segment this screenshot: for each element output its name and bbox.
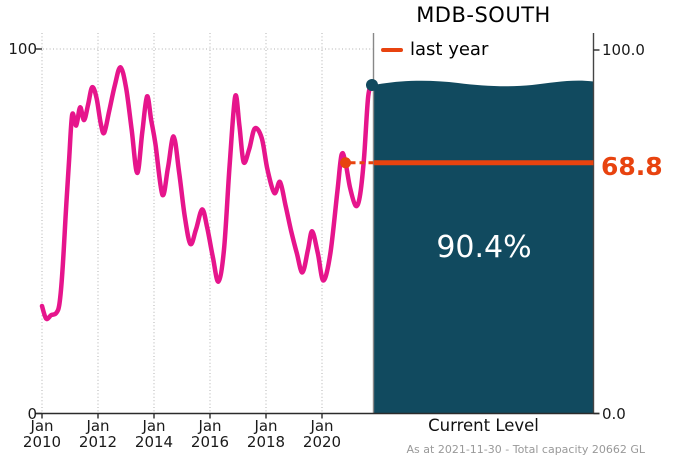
left-axis-tick-label: 100 xyxy=(8,40,37,58)
x-axis-tick-label: Jan 2012 xyxy=(78,417,118,451)
current-percent-label: 90.4% xyxy=(436,230,532,265)
chart-title: MDB-SOUTH xyxy=(416,3,551,27)
footnote: As at 2021-11-30 - Total capacity 20662 … xyxy=(406,443,645,456)
left-axis-tick-label: 0 xyxy=(27,404,37,423)
right-axis-tick-label: 100.0 xyxy=(602,41,645,59)
legend-label: last year xyxy=(410,39,489,60)
history-line xyxy=(39,64,375,322)
x-axis-tick-label: Jan 2016 xyxy=(190,417,230,451)
current-level-caption: Current Level xyxy=(428,416,539,435)
last-year-value-label: 68.8 xyxy=(601,151,663,181)
last-year-point-dot xyxy=(340,157,352,169)
right-axis-tick-label: 0.0 xyxy=(602,404,626,423)
x-axis-tick-label: Jan 2014 xyxy=(134,417,174,451)
x-axis-tick-label: Jan 2020 xyxy=(302,417,342,451)
x-axis-tick-label: Jan 2010 xyxy=(22,417,62,451)
current-level-junction-dot xyxy=(366,78,378,91)
x-axis-tick-label: Jan 2018 xyxy=(246,417,286,451)
legend: last year xyxy=(381,41,488,59)
last-year-line-swatch-icon xyxy=(381,47,403,53)
